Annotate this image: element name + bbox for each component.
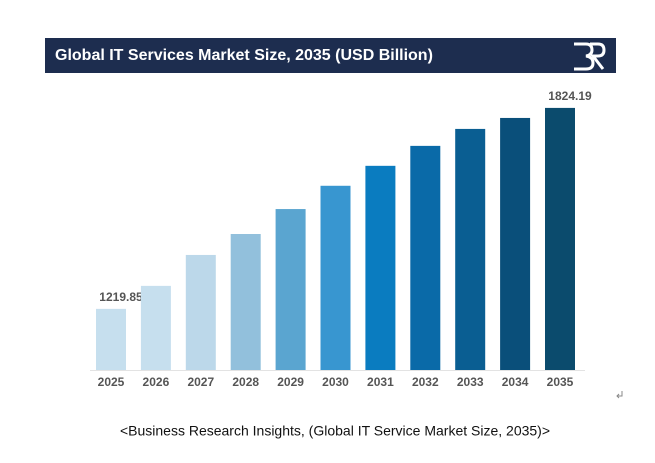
x-tick-label: 2027 — [187, 375, 214, 389]
logo — [574, 42, 606, 71]
data-label: 1219.85 — [99, 290, 143, 304]
bar — [500, 117, 531, 371]
data-label: 1824.19 — [548, 89, 592, 103]
x-tick-label: 2029 — [277, 375, 304, 389]
bar — [455, 128, 486, 370]
bar — [96, 308, 126, 370]
x-tick-label: 2031 — [367, 375, 394, 389]
x-tick-label: 2032 — [412, 375, 439, 389]
bar — [275, 209, 306, 370]
return-mark — [616, 391, 623, 399]
x-tick-label: 2034 — [502, 375, 529, 389]
chart-title: Global IT Services Market Size, 2035 (US… — [55, 47, 433, 64]
bar — [545, 107, 575, 371]
bar — [365, 165, 396, 370]
x-tick-label: 2028 — [232, 375, 259, 389]
bar — [320, 185, 351, 370]
caption: <Business Research Insights, (Global IT … — [120, 423, 550, 439]
title-banner — [45, 38, 616, 73]
bar — [140, 285, 171, 370]
x-tick-label: 2025 — [98, 375, 125, 389]
x-tick-label: 2030 — [322, 375, 349, 389]
bar — [410, 145, 441, 370]
bar — [185, 254, 216, 370]
x-tick-label: 2035 — [547, 375, 574, 389]
bar — [230, 233, 261, 370]
x-tick-label: 2033 — [457, 375, 484, 389]
x-tick-label: 2026 — [143, 375, 170, 389]
